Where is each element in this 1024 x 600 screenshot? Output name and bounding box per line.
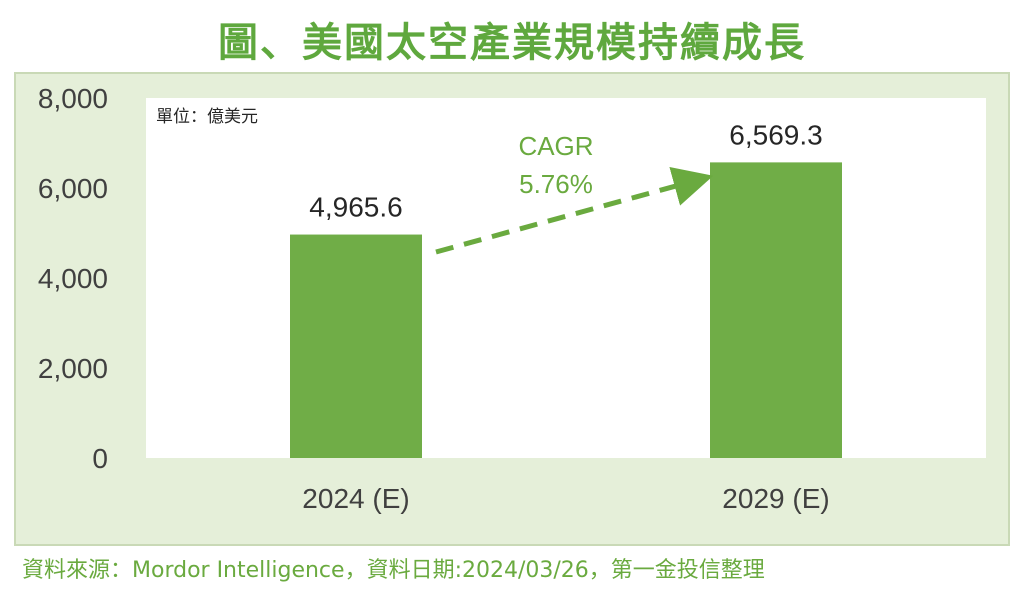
cagr-label: CAGR	[518, 131, 593, 161]
y-tick-label: 0	[92, 443, 108, 474]
bar-value-label: 6,569.3	[729, 119, 822, 150]
growth-arrow	[435, 167, 714, 255]
cagr-value: 5.76%	[519, 169, 593, 199]
y-tick-label: 4,000	[38, 263, 108, 294]
unit-label: 單位：億美元	[156, 107, 258, 127]
x-category-label: 2024 (E)	[302, 483, 409, 514]
y-tick-label: 8,000	[38, 83, 108, 114]
bar	[290, 234, 422, 458]
x-category-label: 2029 (E)	[722, 483, 829, 514]
chart-title: 圖、美國太空產業規模持續成長	[218, 20, 806, 66]
source-note: 資料來源：Mordor Intelligence，資料日期:2024/03/26…	[22, 558, 765, 583]
bar-value-label: 4,965.6	[309, 192, 402, 223]
plot-area	[146, 98, 986, 458]
y-tick-label: 2,000	[38, 353, 108, 384]
bar	[710, 162, 842, 458]
y-tick-label: 6,000	[38, 173, 108, 204]
